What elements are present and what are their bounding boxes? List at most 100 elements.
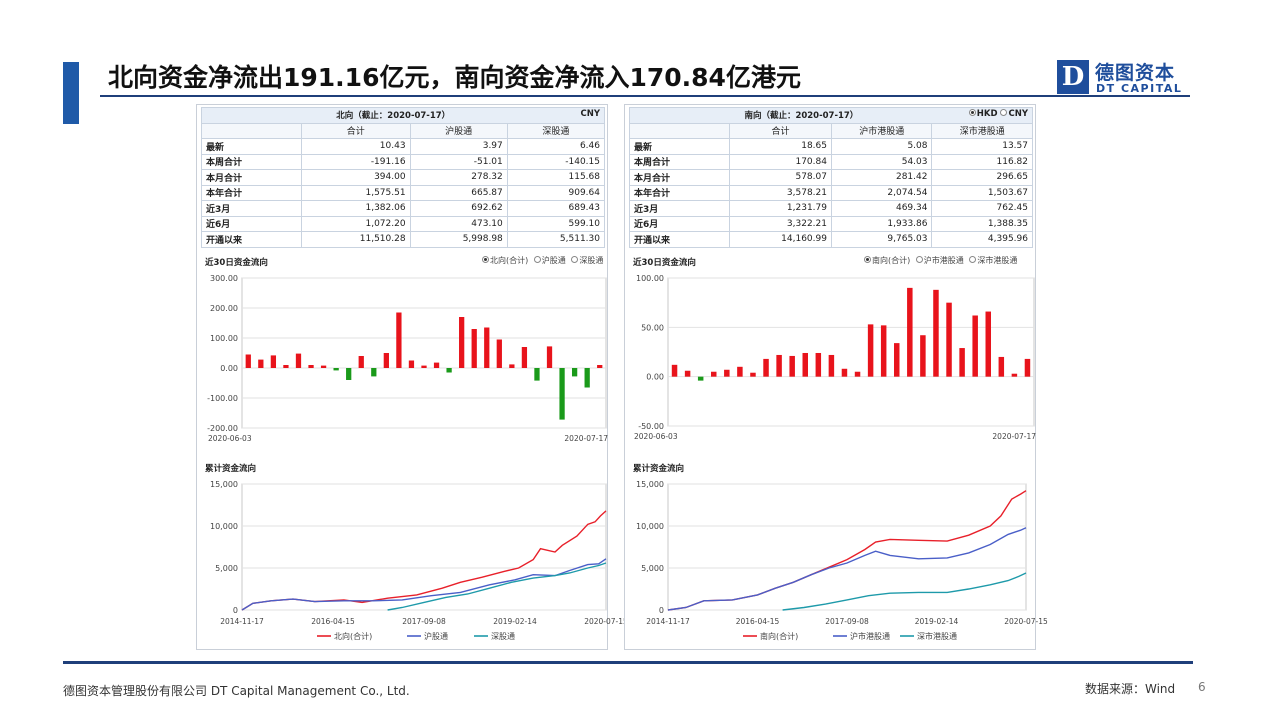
bar bbox=[1024, 358, 1031, 377]
cell-value: 469.34 bbox=[830, 200, 933, 217]
y-tick-label: 0 bbox=[233, 606, 238, 615]
bar bbox=[867, 324, 874, 377]
north-col-header: 深股通 bbox=[506, 122, 606, 139]
cell-value: 578.07 bbox=[729, 169, 832, 186]
x-tick-label: 2020-06-03 bbox=[208, 434, 252, 443]
table-row: 近6月 3,322.21 1,933.86 1,388.35 bbox=[629, 215, 1033, 232]
bar bbox=[358, 356, 364, 368]
company-logo: D 德图资本 DT CAPITAL bbox=[1057, 60, 1187, 96]
row-label: 本周合计 bbox=[201, 153, 302, 170]
x-tick-label: 2020-07-17 bbox=[564, 434, 608, 443]
cell-value: 3,578.21 bbox=[729, 184, 832, 201]
y-tick-label: 100.00 bbox=[210, 334, 238, 343]
bar bbox=[920, 335, 926, 377]
north-header-text: 北向（截止：2020-07-17） bbox=[336, 111, 451, 122]
y-tick-label: 0 bbox=[659, 606, 664, 615]
south-flow-option-sh[interactable]: 沪市港股通 bbox=[915, 256, 964, 265]
bar bbox=[802, 352, 808, 377]
table-row: 近3月 1,382.06 692.62 689.43 bbox=[201, 200, 606, 217]
footer-source: 数据来源：Wind bbox=[1085, 682, 1176, 696]
bar bbox=[815, 352, 822, 377]
bar bbox=[433, 362, 440, 368]
bar bbox=[308, 365, 314, 368]
logo-text-en: DT CAPITAL bbox=[1096, 82, 1183, 95]
cell-value: 1,933.86 bbox=[830, 215, 933, 232]
table-row: 本月合计 394.00 278.32 115.68 bbox=[201, 169, 606, 186]
legend-label: 深市港股通 bbox=[917, 631, 957, 641]
bar bbox=[521, 347, 528, 368]
y-tick-label: 0.00 bbox=[220, 364, 238, 373]
bar bbox=[484, 327, 490, 368]
y-tick-label: -200.00 bbox=[207, 424, 238, 433]
cell-value: 18.65 bbox=[729, 138, 832, 155]
cell-value: 1,382.06 bbox=[301, 200, 411, 217]
south-table: 南向（截止：2020-07-17） HKD CNY 合计 沪市港股通 深市港股通… bbox=[629, 107, 1033, 248]
bar bbox=[880, 325, 887, 377]
option-label: 深市港股通 bbox=[977, 256, 1018, 265]
cell-value: 170.84 bbox=[729, 153, 832, 170]
page-number: 6 bbox=[1198, 680, 1206, 694]
south-cumulative-line-chart: 15,000 10,000 5,000 0 2014-11-17 2016-04-15 20… bbox=[636, 480, 1048, 641]
bar bbox=[671, 364, 678, 377]
bar bbox=[471, 329, 477, 368]
currency-option-hkd[interactable]: HKD bbox=[968, 109, 998, 120]
north-flow-option-sz[interactable]: 深股通 bbox=[571, 256, 603, 265]
north-col-header: 合计 bbox=[301, 122, 411, 139]
currency-option-cny[interactable]: CNY bbox=[1000, 109, 1028, 119]
cell-value: 9,765.03 bbox=[830, 231, 933, 248]
cell-value: 4,395.96 bbox=[931, 231, 1033, 248]
south-flow-option-sz[interactable]: 深市港股通 bbox=[969, 256, 1017, 265]
north-flow-option-sh[interactable]: 沪股通 bbox=[533, 256, 566, 265]
bar bbox=[763, 358, 769, 377]
row-label: 开通以来 bbox=[201, 231, 302, 248]
bar bbox=[270, 355, 277, 368]
cell-value: 599.10 bbox=[506, 215, 606, 232]
footer-company: 德图资本管理股份有限公司 DT Capital Management Co., … bbox=[63, 684, 410, 698]
option-label: 沪股通 bbox=[541, 256, 566, 265]
row-label: 本年合计 bbox=[201, 184, 302, 201]
bar bbox=[776, 354, 782, 377]
north-cumulative-line-chart: 15,000 10,000 5,000 0 2014-11-17 2016-04-15 20… bbox=[210, 480, 628, 641]
south-col-empty bbox=[629, 122, 730, 139]
bar bbox=[1011, 373, 1018, 377]
logo-text-cn: 德图资本 bbox=[1095, 62, 1176, 84]
south-flow-option-total[interactable]: 南向(合计) bbox=[864, 256, 910, 265]
row-label: 开通以来 bbox=[629, 231, 730, 248]
south-flow-options: 南向(合计) 沪市港股通 深市港股通 bbox=[861, 255, 1017, 266]
cell-value: 1,072.20 bbox=[301, 215, 411, 232]
cell-value: 11,510.28 bbox=[301, 231, 411, 248]
north-col-header: 沪股通 bbox=[409, 122, 508, 139]
north-flow-option-total[interactable]: 北向(合计) bbox=[482, 256, 528, 265]
y-tick-label: 100.00 bbox=[636, 274, 664, 283]
legend-label: 深股通 bbox=[491, 631, 515, 641]
south-currency-toggle: HKD CNY bbox=[968, 109, 1028, 120]
bar bbox=[295, 353, 302, 368]
bar bbox=[496, 339, 502, 368]
x-tick-label: 2020-06-03 bbox=[634, 432, 678, 441]
bar bbox=[421, 365, 427, 368]
series-line bbox=[667, 527, 1027, 611]
cell-value: 1,388.35 bbox=[931, 215, 1033, 232]
bar bbox=[258, 359, 264, 368]
north-daily-bar-chart: 300.00200.00100.000.00-100.00-200.002020… bbox=[207, 274, 608, 443]
legend-label: 北向(合计) bbox=[334, 631, 372, 641]
series-line bbox=[667, 490, 1027, 611]
bar bbox=[972, 315, 978, 377]
radio-icon bbox=[969, 256, 977, 263]
north-flow-title: 近30日资金流向 bbox=[205, 258, 268, 268]
y-tick-label: 0.00 bbox=[646, 373, 664, 382]
y-tick-label: 300.00 bbox=[210, 274, 238, 283]
y-tick-label: 15,000 bbox=[636, 480, 664, 489]
logo-mark-icon: D bbox=[1057, 60, 1089, 94]
table-row: 本周合计 -191.16 -51.01 -140.15 bbox=[201, 153, 606, 170]
x-tick-label: 2016-04-15 bbox=[736, 617, 780, 626]
x-tick-label: 2020-07-17 bbox=[992, 432, 1036, 441]
cell-value: -140.15 bbox=[506, 153, 606, 170]
x-tick-label: 2017-09-08 bbox=[825, 617, 869, 626]
option-label: HKD bbox=[976, 109, 998, 120]
bar bbox=[684, 370, 691, 377]
bar bbox=[933, 289, 939, 377]
cell-value: 13.57 bbox=[931, 138, 1033, 155]
plot-frame bbox=[241, 483, 607, 611]
cell-value: 1,575.51 bbox=[301, 184, 411, 201]
